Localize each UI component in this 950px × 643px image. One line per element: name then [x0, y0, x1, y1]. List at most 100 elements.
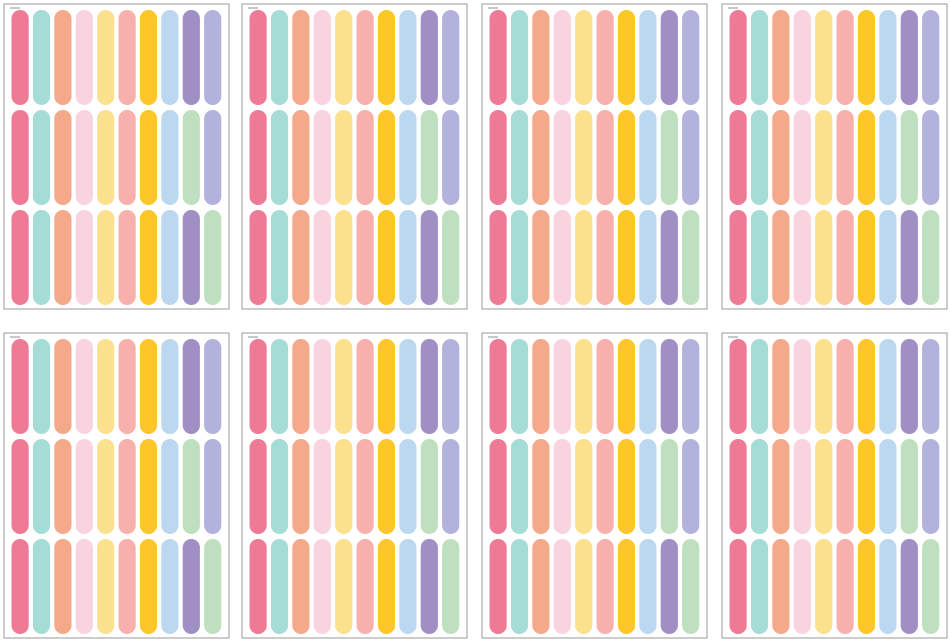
sticker-label: [377, 210, 396, 305]
sticker-label: [575, 339, 593, 434]
sticker-label: [356, 539, 374, 634]
sticker-label: [836, 110, 854, 205]
sticker-label: [660, 210, 678, 305]
sticker-label: [750, 110, 769, 205]
sticker-label: [489, 110, 507, 205]
sticker-label: [857, 10, 876, 105]
sticker-label: [204, 439, 222, 534]
sticker-label: [879, 339, 897, 434]
sticker-label: [575, 10, 593, 105]
sticker-label: [660, 539, 678, 634]
sticker-label: [335, 439, 353, 534]
sticker-label: [356, 10, 374, 105]
sticker-label: [118, 110, 136, 205]
sticker-label: [182, 110, 200, 205]
sticker-label: [900, 539, 918, 634]
sticker-label: [97, 539, 115, 634]
sticker-label: [97, 10, 115, 105]
sticker-label: [750, 10, 769, 105]
sticker-label: [879, 539, 897, 634]
sticker-label: [32, 210, 51, 305]
sticker-label: [292, 10, 310, 105]
sticker-label: [335, 339, 353, 434]
sticker-label: [420, 339, 438, 434]
sticker-label: [682, 339, 700, 434]
sticker-label: [660, 110, 678, 205]
sticker-label: [682, 10, 700, 105]
sticker-label: [729, 539, 747, 634]
sticker-label: [399, 339, 417, 434]
sticker-sheet: [241, 3, 468, 310]
sticker-label: [553, 110, 571, 205]
sticker-label: [772, 10, 790, 105]
sticker-label: [442, 439, 460, 534]
sticker-label: [442, 210, 460, 305]
sticker-label: [510, 339, 529, 434]
sticker-label: [377, 539, 396, 634]
sticker-label: [772, 110, 790, 205]
sticker-label: [596, 539, 614, 634]
sticker-label: [793, 339, 811, 434]
sticker-label: [118, 10, 136, 105]
sticker-sheet: [481, 332, 708, 639]
sticker-label: [922, 210, 940, 305]
sticker-label: [139, 439, 158, 534]
sticker-label: [442, 339, 460, 434]
sticker-label: [510, 10, 529, 105]
sticker-label: [750, 439, 769, 534]
sticker-label: [922, 339, 940, 434]
sticker-label: [682, 110, 700, 205]
sticker-label: [660, 339, 678, 434]
sticker-label: [510, 110, 529, 205]
sticker-label: [596, 210, 614, 305]
sticker-label: [204, 110, 222, 205]
sticker-label: [617, 439, 636, 534]
sticker-label: [270, 110, 289, 205]
sticker-label: [54, 110, 72, 205]
sticker-label: [399, 439, 417, 534]
sticker-label: [922, 539, 940, 634]
sticker-label: [249, 10, 267, 105]
sticker-label: [729, 439, 747, 534]
sticker-label: [532, 10, 550, 105]
sticker-label: [54, 539, 72, 634]
sticker-label: [161, 339, 179, 434]
sticker-label: [532, 339, 550, 434]
sticker-label: [313, 539, 331, 634]
sticker-label: [750, 210, 769, 305]
sticker-label: [97, 339, 115, 434]
sticker-label: [575, 110, 593, 205]
sticker-label: [639, 439, 657, 534]
sticker-label: [857, 439, 876, 534]
sticker-label: [815, 110, 833, 205]
sticker-label: [900, 339, 918, 434]
sticker-label: [399, 210, 417, 305]
sticker-label: [270, 10, 289, 105]
sticker-label: [182, 10, 200, 105]
sticker-label: [182, 339, 200, 434]
sticker-label: [97, 110, 115, 205]
sticker-label: [489, 210, 507, 305]
sticker-label: [729, 10, 747, 105]
sticker-label: [313, 210, 331, 305]
sticker-label: [420, 10, 438, 105]
sticker-label: [139, 210, 158, 305]
sticker-label: [639, 210, 657, 305]
sticker-label: [596, 10, 614, 105]
sticker-label: [161, 439, 179, 534]
sticker-label: [489, 10, 507, 105]
sticker-label: [399, 10, 417, 105]
sheet-mark: [488, 7, 498, 9]
sticker-label: [639, 539, 657, 634]
sticker-label: [161, 10, 179, 105]
sticker-label: [399, 110, 417, 205]
sticker-label: [879, 10, 897, 105]
sticker-label: [682, 439, 700, 534]
sticker-label: [249, 439, 267, 534]
sticker-label: [292, 439, 310, 534]
sheet-mark: [10, 7, 20, 9]
sticker-label: [553, 439, 571, 534]
sticker-label: [793, 110, 811, 205]
sticker-label: [335, 539, 353, 634]
